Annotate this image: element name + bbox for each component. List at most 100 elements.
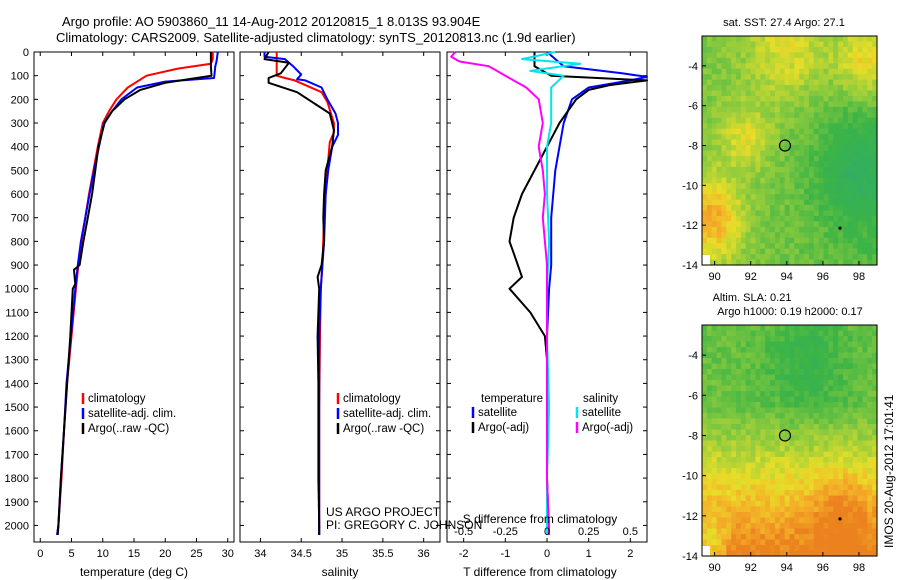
p-sst-cell xyxy=(736,68,742,75)
p-sla-cell xyxy=(818,446,825,453)
p-sla-cell xyxy=(702,528,708,535)
p-sst-cell xyxy=(823,41,829,48)
p-sla-cell xyxy=(862,545,868,552)
p-sst-cell xyxy=(755,161,761,168)
p-sla-cell xyxy=(702,484,708,491)
difference-panel: -2 -1 0 1 2-0.5 -0.25 0 0.25 0.5S difference fro… xyxy=(446,51,648,579)
p-sla-cell xyxy=(813,341,820,348)
p-sst-cell xyxy=(794,259,800,266)
p-sst-cell xyxy=(852,85,859,92)
p-sst-cell xyxy=(813,172,820,179)
p-sst-cell xyxy=(716,150,723,157)
p-sla-cell xyxy=(765,473,771,480)
p-sst-cell xyxy=(716,85,723,92)
p-sst-cell xyxy=(847,150,854,157)
p-sst-cell xyxy=(808,161,815,168)
p-sla-cell xyxy=(789,495,795,502)
p-sst-cell xyxy=(857,243,864,250)
p-sla-cell xyxy=(770,358,776,365)
temperature-legend-0-label: climatology xyxy=(88,393,146,405)
p-sst-cell xyxy=(784,117,791,124)
p-sla-cell xyxy=(770,418,776,425)
p-sst-cell xyxy=(789,41,795,48)
p-sst-cell xyxy=(740,128,747,135)
p-sla-cell xyxy=(847,534,854,541)
p-sla-cell xyxy=(745,479,752,486)
p-sla-cell xyxy=(872,539,878,546)
p-sla-cell xyxy=(857,424,864,431)
p-sla-cell xyxy=(745,325,752,332)
p-sla-cell xyxy=(740,501,747,508)
p-sst-cell xyxy=(750,95,757,103)
p-sla-cell xyxy=(755,424,761,431)
p-sla-cell xyxy=(794,501,800,508)
p-sla-cell xyxy=(779,407,786,414)
p-sla-cell xyxy=(774,468,781,475)
p-sla-cell xyxy=(721,545,727,552)
p-sst-cell xyxy=(862,106,868,113)
p-sla-cell xyxy=(862,468,868,475)
p-sst-cell xyxy=(731,134,737,141)
p-sla-cell xyxy=(745,501,752,508)
p-sla-cell xyxy=(765,402,771,409)
p-sst-cell xyxy=(750,194,757,201)
p-sst-cell xyxy=(833,46,839,53)
p-sst-argo-marker xyxy=(778,139,792,152)
p-sst-cell xyxy=(765,36,771,43)
p-sla-cell xyxy=(842,347,849,354)
p-sst-cell xyxy=(867,101,873,108)
p-sla-cell xyxy=(789,545,795,552)
p-sst-cell xyxy=(852,90,859,97)
p-sla-cell xyxy=(779,484,786,491)
p-sst-cell xyxy=(862,188,868,195)
p-sst-cell xyxy=(828,123,834,130)
p-sst-cell xyxy=(750,85,757,92)
p-sst-cell xyxy=(804,36,810,43)
p-sla-cell xyxy=(779,385,786,392)
p-sla-cell xyxy=(711,336,718,343)
p-sst-cell xyxy=(852,63,859,70)
p-sst-cell xyxy=(750,52,757,59)
p-sla-cell xyxy=(872,402,878,409)
p-sst-cell xyxy=(750,155,757,162)
p-sla-cell xyxy=(750,347,757,354)
p-sla-cell xyxy=(702,341,708,348)
p-sst-cell xyxy=(721,46,727,53)
p-sla-cell xyxy=(818,374,825,381)
p-sla-cell xyxy=(770,336,776,343)
p-sla-cell xyxy=(828,352,834,359)
p-sla-cell xyxy=(750,550,757,557)
p-sla-cell xyxy=(852,490,859,497)
p-sla-cell xyxy=(833,363,839,370)
p-sst-cell xyxy=(750,90,757,97)
p-sst-cell xyxy=(838,112,844,119)
p-sst-cell xyxy=(857,194,864,201)
p-sst-cell xyxy=(702,57,708,64)
p-sla-cell xyxy=(804,473,810,480)
p-sst-cell xyxy=(833,172,839,179)
p-sst-cell xyxy=(804,254,810,261)
p-sla-cell xyxy=(838,341,844,348)
p-sst-cell xyxy=(726,63,732,70)
p-sla-cell xyxy=(706,435,713,442)
p-sla-cell xyxy=(774,336,781,343)
p-sst-cell xyxy=(857,210,864,217)
p-sst-cell xyxy=(726,166,732,173)
p-sla-cell xyxy=(779,352,786,359)
p-sst-cell xyxy=(779,74,786,81)
p-sst-cell xyxy=(799,210,805,217)
p-sst-cell xyxy=(847,177,854,184)
p-sla-cell xyxy=(755,490,761,497)
p-sla-cell xyxy=(794,347,800,354)
p-sst-cell xyxy=(872,232,878,239)
p-sst-cell xyxy=(852,134,859,141)
p-sst-cell xyxy=(823,52,829,59)
p-sst-cell xyxy=(804,226,810,233)
p-sla-cell xyxy=(872,341,878,348)
p-sst-cell xyxy=(765,106,771,113)
p-sla-cell xyxy=(774,407,781,414)
p-sla-cell xyxy=(838,385,844,392)
p-sst-cell xyxy=(842,194,849,201)
p-sst-cell xyxy=(784,145,791,152)
p-sst-cell xyxy=(813,85,820,92)
